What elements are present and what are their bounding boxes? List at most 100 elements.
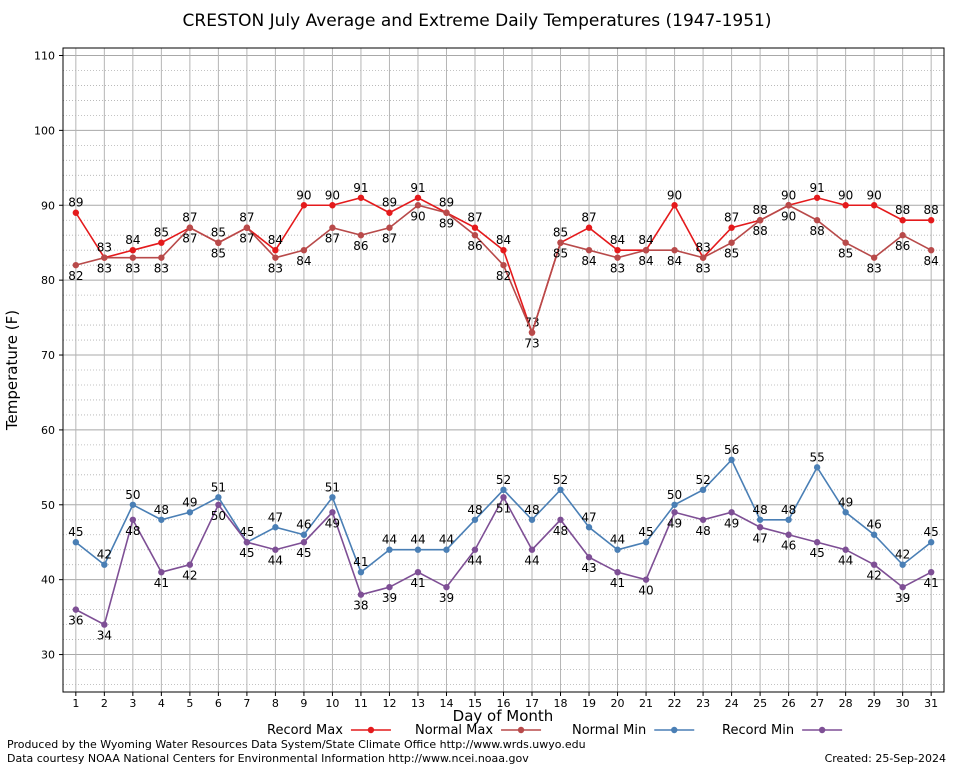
normal-max-point xyxy=(215,239,222,246)
normal-min-series: 45 42 50 48 49 51 45 47 46 51 41 44 44 44 48 52 48 52 47 44… xyxy=(68,443,939,576)
x-tick-label: 15 xyxy=(468,697,482,710)
record-max-point xyxy=(414,194,422,201)
record-min-point xyxy=(414,568,422,576)
record-min-data-label: 47 xyxy=(752,531,767,545)
record-min-data-label: 42 xyxy=(182,569,197,583)
record-max-data-label: 87 xyxy=(467,211,482,225)
record-max-data-label: 91 xyxy=(410,181,425,195)
normal-min-point xyxy=(585,524,593,531)
normal-min-data-label: 45 xyxy=(68,525,83,539)
record-min-point xyxy=(671,509,678,516)
normal-max-point xyxy=(614,254,621,261)
record-max-point xyxy=(158,239,165,246)
x-tick-label: 6 xyxy=(215,697,222,710)
normal-max-point xyxy=(186,224,194,231)
y-tick-label: 60 xyxy=(41,424,55,437)
normal-max-point xyxy=(671,246,678,254)
record-min-point xyxy=(585,554,593,561)
normal-min-data-label: 51 xyxy=(211,480,226,494)
normal-max-data-label: 84 xyxy=(581,254,596,268)
record-min-data-label: 48 xyxy=(125,524,140,538)
chart-title: CRESTON July Average and Extreme Daily T… xyxy=(183,11,772,31)
normal-min-data-label: 47 xyxy=(581,510,596,524)
record-max-point xyxy=(870,202,878,209)
x-tick-label: 21 xyxy=(639,697,653,710)
x-tick-label: 24 xyxy=(725,697,739,710)
y-tick-label: 110 xyxy=(34,49,55,62)
normal-max-point xyxy=(329,224,336,231)
normal-min-point xyxy=(300,531,308,538)
normal-max-series: 82 83 83 83 87 85 87 83 84 87 86 87 90 89 86 82 73 85 84 83… xyxy=(68,202,939,351)
legend-marker-record-min xyxy=(818,726,826,734)
normal-min-data-label: 50 xyxy=(667,488,682,502)
record-min-data-label: 49 xyxy=(325,516,340,530)
x-tick-label: 16 xyxy=(497,697,511,710)
x-tick-label: 27 xyxy=(810,697,824,710)
x-tick-label: 26 xyxy=(782,697,796,710)
normal-max-data-label: 84 xyxy=(638,254,653,268)
normal-max-data-label: 85 xyxy=(553,247,568,261)
normal-min-point xyxy=(186,509,194,516)
normal-min-data-label: 56 xyxy=(724,443,739,457)
normal-min-point xyxy=(785,516,792,523)
record-min-point xyxy=(870,561,878,568)
normal-max-point xyxy=(414,202,422,209)
normal-min-data-label: 49 xyxy=(182,495,197,509)
record-max-point xyxy=(272,246,279,254)
record-min-series: 36 34 48 41 42 50 45 44 45 49 38 39 41 39 44 51 44 48 43 41… xyxy=(68,494,939,643)
record-max-data-label: 89 xyxy=(439,196,454,210)
record-min-data-label: 36 xyxy=(68,614,83,628)
record-min-data-label: 43 xyxy=(581,561,596,575)
record-max-point xyxy=(500,246,507,254)
legend-label-record-min: Record Min xyxy=(722,723,794,738)
record-max-point xyxy=(386,209,393,216)
x-tick-label: 1 xyxy=(72,697,79,710)
x-tick-label: 14 xyxy=(439,697,453,710)
y-tick-label: 80 xyxy=(41,274,55,287)
normal-max-data-label: 73 xyxy=(524,337,539,351)
normal-min-point xyxy=(72,539,80,546)
normal-max-data-label: 83 xyxy=(268,262,283,276)
normal-min-point xyxy=(215,494,222,501)
normal-max-data-label: 87 xyxy=(239,232,254,246)
legend-label-normal-min: Normal Min xyxy=(572,723,646,738)
x-tick-label: 31 xyxy=(924,697,938,710)
record-min-point xyxy=(642,576,650,583)
record-max-point xyxy=(671,202,678,209)
record-max-data-label: 84 xyxy=(125,233,140,247)
normal-min-point xyxy=(386,546,393,553)
x-tick-label: 13 xyxy=(411,697,425,710)
record-max-point xyxy=(300,202,308,209)
record-min-data-label: 45 xyxy=(296,546,311,560)
record-min-data-label: 45 xyxy=(239,546,254,560)
normal-min-data-label: 52 xyxy=(553,473,568,487)
grid-lines xyxy=(63,48,944,692)
normal-min-point xyxy=(899,561,906,568)
normal-max-data-label: 90 xyxy=(781,209,796,223)
normal-min-point xyxy=(414,546,422,553)
normal-max-data-label: 88 xyxy=(752,224,767,238)
normal-max-data-label: 83 xyxy=(97,262,112,276)
normal-max-point xyxy=(443,209,450,216)
record-max-point xyxy=(72,209,80,216)
record-min-data-label: 41 xyxy=(924,576,939,590)
normal-min-point xyxy=(528,516,536,523)
y-axis-title: Temperature (F) xyxy=(3,310,21,431)
normal-min-data-label: 45 xyxy=(239,525,254,539)
y-tick-label: 40 xyxy=(41,574,55,587)
x-tick-label: 10 xyxy=(325,697,339,710)
normal-max-data-label: 89 xyxy=(439,217,454,231)
record-min-data-label: 44 xyxy=(467,554,482,568)
normal-min-point xyxy=(642,539,650,546)
record-min-data-label: 41 xyxy=(154,576,169,590)
y-tick-label: 50 xyxy=(41,499,55,512)
record-min-point xyxy=(785,531,792,538)
normal-min-data-label: 55 xyxy=(809,450,824,464)
record-min-data-label: 38 xyxy=(353,599,368,613)
record-min-point xyxy=(386,583,393,591)
normal-max-point xyxy=(813,217,821,224)
record-max-point xyxy=(813,194,821,201)
record-min-data-label: 48 xyxy=(695,524,710,538)
record-min-point xyxy=(614,568,621,576)
legend-marker-normal-min xyxy=(671,726,678,734)
